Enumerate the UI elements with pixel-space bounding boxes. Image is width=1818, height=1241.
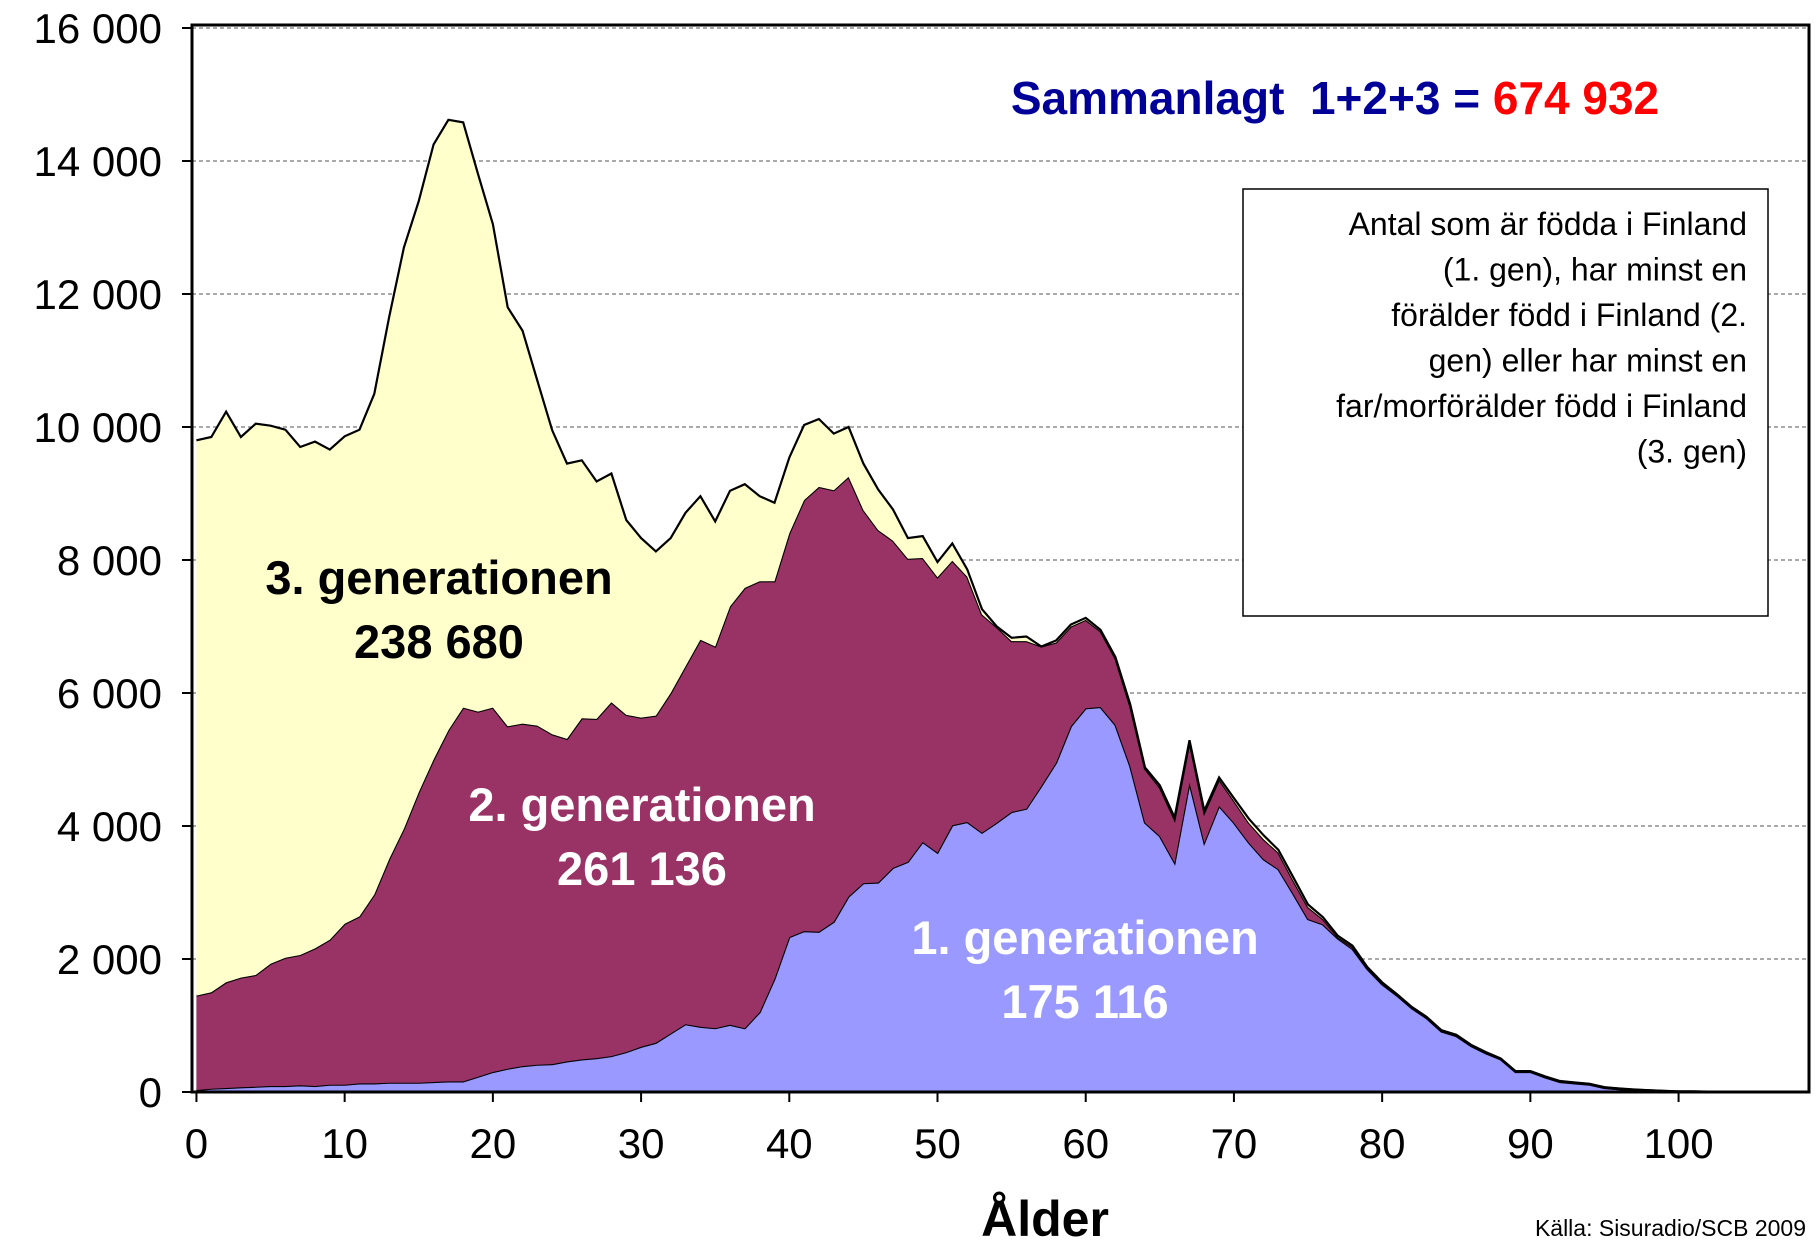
chart-title: Sammanlagt 1+2+3 = 674 932 [1011, 72, 1659, 124]
area [196, 476, 1798, 1092]
x-tick-label: 10 [321, 1120, 368, 1167]
note-box [1242, 188, 1769, 617]
area [196, 119, 1798, 1093]
note-line: (1. gen), har minst en [1443, 252, 1747, 288]
note-line: förälder född i Finland (2. [1391, 297, 1747, 333]
x-tick-label: 40 [766, 1120, 813, 1167]
note-line: far/morförälder född i Finland [1336, 388, 1747, 424]
series-name: 2. generationen [468, 778, 815, 831]
x-tick-label: 0 [185, 1120, 208, 1167]
title-text: Sammanlagt 1+2+3 = [1011, 72, 1493, 124]
series-total: 175 116 [1001, 975, 1168, 1028]
note: Antal som är födda i Finland (1. gen), ha… [1336, 206, 1747, 470]
x-tick-label: 20 [470, 1120, 517, 1167]
x-axis-label: Ålder [981, 1191, 1109, 1241]
note-line: Antal som är födda i Finland [1349, 206, 1747, 242]
x-tick-label: 70 [1211, 1120, 1258, 1167]
y-tick-label: 10 000 [34, 404, 162, 451]
note-line: gen) eller har minst en [1429, 343, 1747, 379]
x-tick-label: 30 [618, 1120, 665, 1167]
note-line: (3. gen) [1637, 434, 1747, 470]
title-total: 674 932 [1493, 72, 1659, 124]
x-tick-label: 50 [914, 1120, 961, 1167]
series-total: 238 680 [354, 615, 524, 668]
y-tick-label: 14 000 [34, 138, 162, 185]
area-outline [196, 118, 1798, 1094]
y-tick-label: 16 000 [34, 5, 162, 52]
areas [196, 118, 1798, 1094]
y-tick-label: 12 000 [34, 271, 162, 318]
plot-frame [190, 23, 1811, 1094]
x-tick-label: 60 [1062, 1120, 1109, 1167]
ticks: 0 2 000 4 000 6 000 8 000 10 000 12 000 14 000 1… [34, 5, 1714, 1167]
y-tick-label: 2 000 [57, 936, 162, 983]
x-tick-label: 100 [1644, 1120, 1714, 1167]
y-tick-label: 0 [139, 1069, 162, 1116]
series-name: 3. generationen [265, 551, 612, 604]
y-tick-label: 4 000 [57, 803, 162, 850]
y-tick-label: 8 000 [57, 537, 162, 584]
series-name: 1. generationen [911, 911, 1258, 964]
y-tick-label: 6 000 [57, 670, 162, 717]
x-tick-label: 80 [1359, 1120, 1406, 1167]
source: Källa: Sisuradio/SCB 2009 [1535, 1215, 1806, 1241]
x-tick-label: 90 [1507, 1120, 1554, 1167]
series-total: 261 136 [557, 842, 727, 895]
series-labels: 1. generationen 175 116 2. generationen 261… [265, 551, 1258, 1028]
